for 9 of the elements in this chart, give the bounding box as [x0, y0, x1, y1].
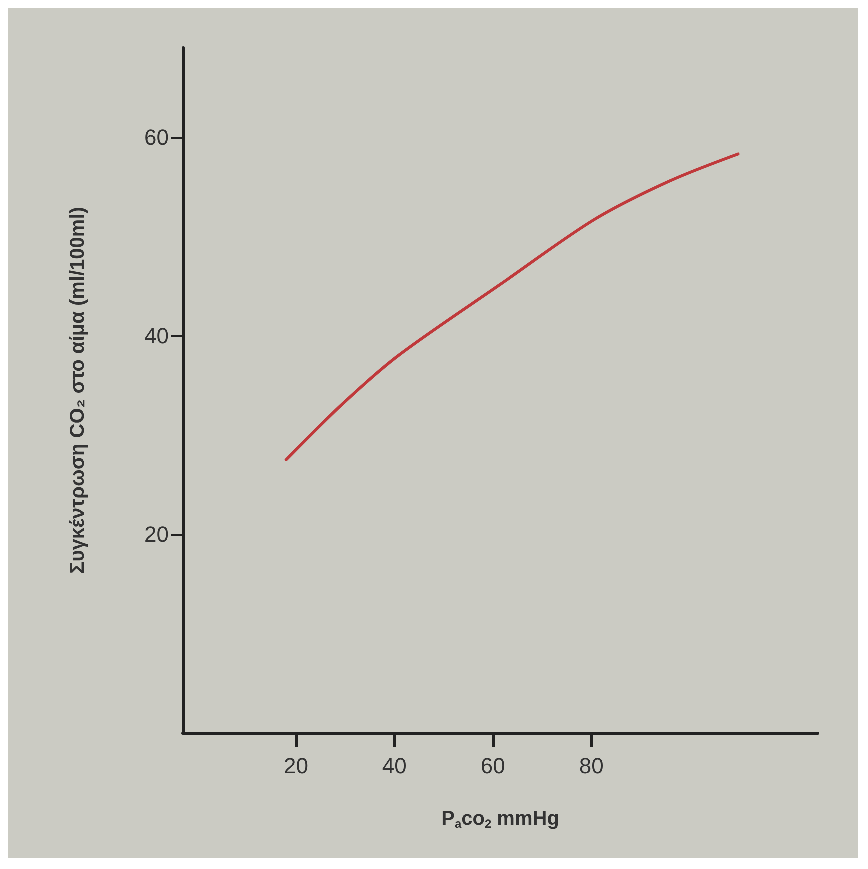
x-tick-label: 20 [284, 754, 308, 778]
y-axis-title: Συγκέντρωση CO₂ στο αίμα (ml/100ml) [67, 207, 89, 574]
y-tick-label: 60 [144, 124, 169, 150]
x-tick-label: 40 [382, 754, 407, 778]
y-tick-label: 20 [144, 522, 169, 547]
x-tick-label: 80 [579, 754, 604, 778]
y-tick-label: 40 [144, 323, 169, 348]
line-series [284, 152, 740, 462]
x-tick-label: 60 [480, 754, 506, 778]
